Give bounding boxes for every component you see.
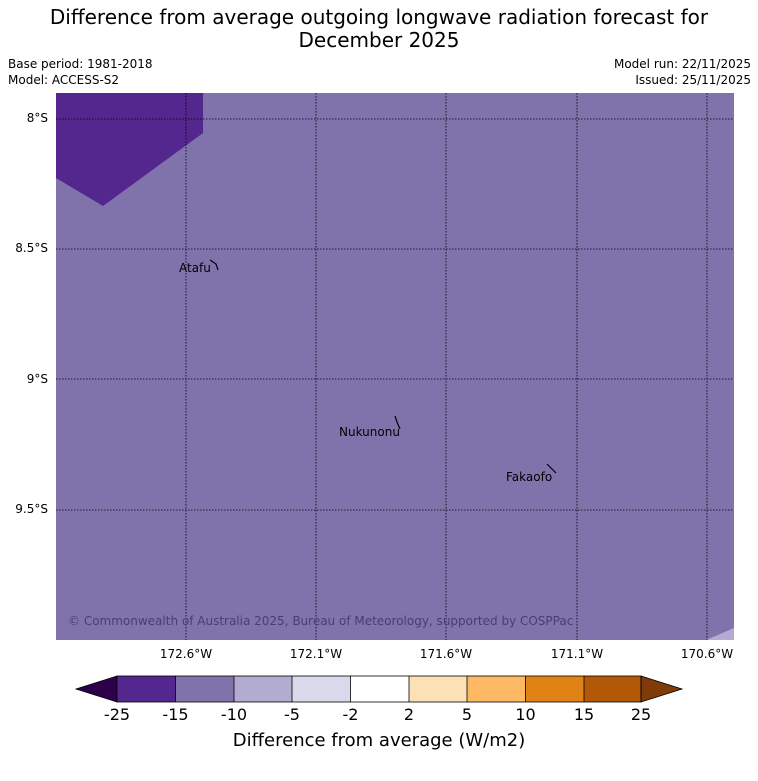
lon-label-172-6w: 172.6°W bbox=[159, 647, 213, 661]
lat-label-8s: 8°S bbox=[26, 111, 48, 125]
base-period: Base period: 1981-2018 bbox=[8, 57, 153, 71]
colorbar-bin-7 bbox=[467, 676, 526, 702]
atafu-shape bbox=[209, 259, 219, 271]
island-label-atafu: Atafu bbox=[179, 261, 211, 275]
colorbar-bin-6 bbox=[409, 676, 467, 702]
gridlines bbox=[56, 93, 734, 640]
colorbar-bin-3 bbox=[234, 676, 292, 702]
colorbar-title: Difference from average (W/m2) bbox=[232, 730, 526, 751]
colorbar-tick: 25 bbox=[630, 705, 652, 724]
lat-label-9-5s: 9.5°S bbox=[15, 502, 48, 516]
colorbar-tick: 10 bbox=[515, 705, 536, 724]
colorbar-tick: 5 bbox=[461, 705, 473, 724]
title-line-1: Difference from average outgoing longwav… bbox=[49, 5, 709, 29]
colorbar-tick: -25 bbox=[103, 705, 131, 724]
lon-label-171-1w: 171.1°W bbox=[550, 647, 604, 661]
colorbar bbox=[74, 675, 684, 703]
colorbar-bin-4 bbox=[292, 676, 351, 702]
colorbar-tick: 15 bbox=[573, 705, 595, 724]
lon-label-172-1w: 172.1°W bbox=[289, 647, 343, 661]
fakaofo-shape bbox=[546, 463, 557, 474]
map-area bbox=[56, 93, 734, 640]
colorbar-under-arrow bbox=[74, 675, 118, 703]
colorbar-tick: -5 bbox=[284, 705, 300, 724]
colorbar-bin-5 bbox=[350, 676, 409, 702]
meta-right: Model run: 22/11/2025 Issued: 25/11/2025 bbox=[614, 56, 751, 88]
lon-label-170-6w: 170.6°W bbox=[680, 647, 734, 661]
colorbar-bin-2 bbox=[175, 676, 234, 702]
colorbar-tick: -2 bbox=[342, 705, 359, 724]
chart-title: Difference from average outgoing longwav… bbox=[0, 6, 758, 52]
colorbar-tick: -15 bbox=[162, 705, 189, 724]
model-name: Model: ACCESS-S2 bbox=[8, 73, 120, 87]
colorbar-dividers bbox=[175, 676, 585, 702]
colorbar-tick: 2 bbox=[403, 705, 415, 724]
lat-label-8-5s: 8.5°S bbox=[15, 241, 48, 255]
colorbar-bin-9 bbox=[584, 676, 641, 702]
copyright-notice: © Commonwealth of Australia 2025, Bureau… bbox=[68, 614, 574, 628]
model-run: Model run: 22/11/2025 bbox=[613, 57, 751, 71]
colorbar-bin-1 bbox=[117, 676, 176, 702]
island-label-nukunonu: Nukunonu bbox=[339, 425, 400, 439]
island-shapes bbox=[209, 259, 557, 474]
colorbar-bin-8 bbox=[525, 676, 584, 702]
lat-label-9s: 9°S bbox=[26, 372, 48, 386]
island-label-fakaofo: Fakaofo bbox=[506, 470, 553, 484]
colorbar-outline bbox=[116, 675, 642, 703]
anomaly-region-weak bbox=[706, 628, 734, 640]
colorbar-tick: -10 bbox=[220, 705, 248, 724]
meta-left: Base period: 1981-2018 Model: ACCESS-S2 bbox=[8, 56, 153, 88]
nukunonu-shape bbox=[394, 415, 401, 430]
lon-label-171-6w: 171.6°W bbox=[419, 647, 473, 661]
colorbar-over-arrow bbox=[640, 675, 684, 703]
issued-date: Issued: 25/11/2025 bbox=[635, 73, 751, 87]
title-line-2: December 2025 bbox=[298, 28, 460, 52]
anomaly-region-strong bbox=[56, 93, 203, 206]
